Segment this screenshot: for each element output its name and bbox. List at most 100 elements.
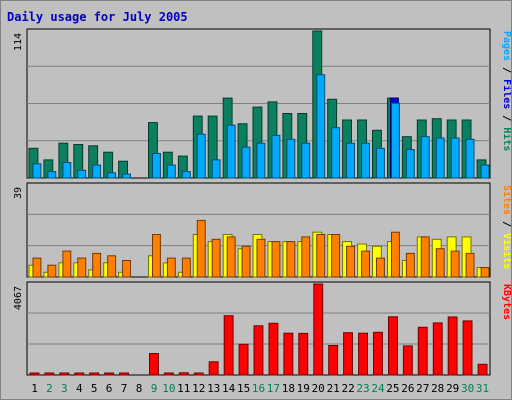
bar-sites-day-25 [391,231,400,278]
x-tick-label-5: 5 [91,382,98,395]
bar-kbytes-day-17 [268,322,279,376]
bar-kbytes-day-29 [447,316,458,376]
bar-pages-day-13 [211,159,221,179]
bar-sites-day-28 [435,248,445,278]
bar-kbytes-day-4 [74,372,85,376]
bar-kbytes-day-7 [119,372,129,376]
bar-kbytes-day-25 [388,316,398,376]
bar-kbytes-day-19 [298,332,309,376]
bar-pages-day-19 [301,142,311,179]
bar-pages-day-25 [391,102,400,179]
x-tick-label-17: 17 [267,382,280,395]
x-tick-label-1: 1 [31,382,38,395]
bar-kbytes-day-9 [149,353,159,376]
x-tick-label-13: 13 [207,382,220,395]
bar-sites-day-10 [166,257,176,278]
x-tick-label-8: 8 [136,382,143,395]
bar-pages-day-29 [450,137,460,179]
x-tick-label-15: 15 [237,382,250,395]
x-tick-label-2: 2 [46,382,53,395]
bar-kbytes-day-22 [343,332,354,376]
x-tick-label-14: 14 [222,382,236,395]
x-tick-label-19: 19 [297,382,310,395]
bar-pages-day-20 [316,74,326,179]
x-tick-label-20: 20 [312,382,325,395]
bar-pages-day-5 [92,164,102,179]
bar-sites-day-31 [480,267,490,278]
bar-sites-day-7 [122,260,131,278]
bar-kbytes-day-28 [432,322,443,376]
bar-kbytes-day-13 [208,361,219,376]
x-tick-label-11: 11 [177,382,190,395]
legend-entry: KBytes [501,284,511,320]
legend-entry: Pages [501,31,511,61]
x-tick-label-29: 29 [446,382,459,395]
bar-sites-day-24 [376,257,385,278]
bar-pages-day-14 [226,124,236,179]
bar-kbytes-day-24 [373,331,383,376]
bar-sites-day-17 [271,241,281,278]
bar-kbytes-day-30 [462,320,473,376]
bar-kbytes-day-16 [253,325,264,376]
legend-entry: Files [501,79,511,109]
legend-entry: Visits [501,233,511,269]
bar-sites-day-4 [77,257,87,278]
bar-pages-day-31 [480,164,490,179]
bar-pages-day-21 [331,127,341,179]
chart-title: Daily usage for July 2005 [7,10,188,24]
panel-middle-legend: Sites / Visits [501,185,511,269]
bar-sites-day-19 [301,236,311,278]
bar-kbytes-day-26 [402,345,413,376]
bar-sites-day-23 [361,250,371,278]
bar-sites-day-3 [62,250,72,278]
bar-sites-day-12 [196,219,206,278]
bar-pages-day-26 [405,149,415,179]
bar-kbytes-day-21 [328,345,339,376]
bar-kbytes-day-5 [89,372,100,376]
bar-sites-day-13 [211,238,221,278]
bar-sites-day-5 [92,252,102,278]
panel-bottom-ymax-label: 4067 [13,286,24,310]
bar-sites-day-14 [226,236,236,278]
bar-sites-day-16 [256,238,266,278]
x-tick-label-6: 6 [106,382,113,395]
x-tick-label-30: 30 [461,382,474,395]
bar-sites-day-15 [241,245,251,278]
x-tick-label-31: 31 [476,382,489,395]
bar-sites-day-18 [286,241,296,278]
panel-middle-ymax-label: 39 [13,187,24,199]
bar-kbytes-day-10 [163,372,174,376]
bar-pages-day-16 [256,142,266,179]
bar-sites-day-29 [450,250,460,278]
bar-sites-day-26 [405,252,415,278]
bar-pages-day-28 [435,137,445,179]
bar-pages-day-11 [181,171,191,179]
bar-pages-day-2 [47,171,57,179]
bar-pages-day-27 [420,136,430,179]
x-tick-label-3: 3 [61,382,68,395]
bar-kbytes-day-1 [29,372,40,376]
bar-kbytes-day-23 [358,332,369,376]
bar-pages-day-3 [62,162,72,179]
bar-pages-day-17 [271,134,281,179]
legend-entry: / [501,215,511,233]
bar-kbytes-day-14 [223,315,234,376]
bar-sites-day-21 [331,234,341,278]
bar-sites-day-2 [47,264,57,278]
bar-pages-day-22 [346,142,356,179]
bar-sites-day-27 [420,236,430,278]
panel-bottom-legend: KBytes [501,284,511,320]
x-tick-label-4: 4 [76,382,83,395]
bar-kbytes-day-31 [477,363,488,376]
x-tick-label-7: 7 [121,382,128,395]
bar-sites-day-9 [152,234,161,278]
bar-pages-day-9 [152,153,161,179]
bar-pages-day-1 [32,163,42,179]
bar-pages-day-4 [77,169,87,179]
bar-pages-day-6 [107,172,117,179]
bar-pages-day-23 [361,142,371,179]
x-tick-label-12: 12 [192,382,205,395]
x-tick-label-9: 9 [151,382,158,395]
legend-entry: Sites [501,185,511,215]
